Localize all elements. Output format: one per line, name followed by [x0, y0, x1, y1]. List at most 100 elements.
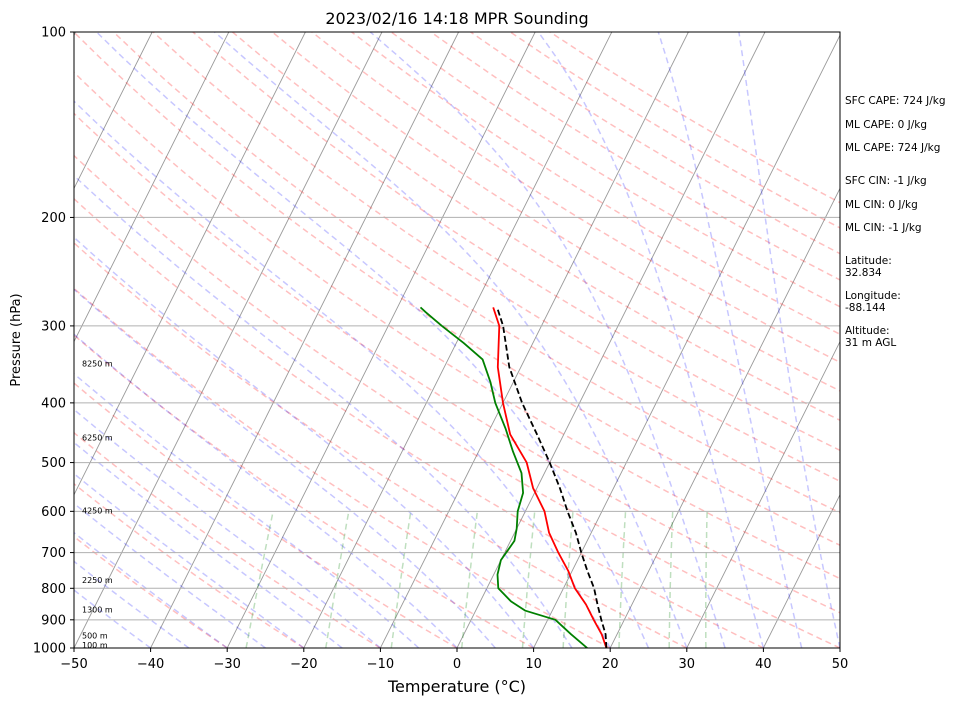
moist-adiabat-line	[74, 174, 573, 648]
traces	[419, 306, 608, 648]
height-label: 1300 m	[82, 606, 113, 615]
background-reference-lines	[74, 32, 840, 648]
moist-adiabat-line	[214, 32, 688, 648]
x-tick-label: −10	[367, 657, 394, 672]
info-line: Latitude: 32.834	[845, 255, 892, 279]
x-axis-label: Temperature (°C)	[387, 677, 526, 696]
dry-adiabat-line	[74, 287, 611, 648]
y-tick-label: 300	[41, 319, 66, 334]
y-tick-label: 900	[41, 613, 66, 628]
isotherm-line	[74, 32, 153, 190]
isotherm-line	[456, 32, 766, 648]
moist-adiabat-line	[74, 236, 535, 648]
info-line: ML CAPE: 0 J/kg	[845, 119, 928, 131]
moist-adiabat-line	[74, 288, 496, 648]
dry-adiabat-line	[74, 32, 840, 547]
height-label: 2250 m	[82, 576, 113, 585]
mixing-ratio-line	[705, 511, 708, 648]
dry-adiabat-line	[74, 241, 688, 648]
height-label: 6250 m	[82, 433, 113, 442]
dry-adiabat-line	[112, 32, 840, 514]
moist-adiabat-line	[74, 502, 266, 648]
x-tick-label: 30	[679, 657, 696, 672]
plot-frame	[73, 31, 841, 649]
isotherm-line	[762, 493, 840, 648]
x-tick-label: 50	[832, 657, 849, 672]
dry-adiabat-line	[351, 32, 840, 336]
y-tick-label: 600	[41, 505, 66, 520]
y-axis-label: Pressure (hPa)	[9, 293, 24, 386]
mixing-ratio-line	[245, 511, 274, 648]
dry-adiabat-line	[74, 334, 534, 648]
moist-adiabat-line	[74, 560, 190, 648]
y-tick-label: 400	[41, 396, 66, 411]
height-label: 100 m	[82, 641, 108, 650]
isotherm-line	[74, 32, 383, 648]
dry-adiabat-line	[390, 32, 840, 308]
x-tick-label: 10	[525, 657, 542, 672]
y-tick-label: 500	[41, 456, 66, 471]
moist-adiabat-line	[738, 32, 840, 648]
isotherm-line	[379, 32, 689, 648]
y-tick-label: 800	[41, 582, 66, 597]
moist-adiabat-line	[74, 441, 343, 648]
isotherm-line	[74, 32, 230, 343]
info-line: Longitude: -88.144	[845, 290, 901, 314]
isotherm-line	[74, 32, 306, 496]
y-tick-label: 100	[41, 26, 66, 41]
mixing-ratio-line	[668, 511, 674, 648]
dry-adiabat-line	[74, 71, 840, 580]
dry-adiabat-line	[74, 154, 840, 648]
moist-adiabat-line	[657, 32, 803, 648]
moist-adiabat-line	[74, 408, 381, 648]
moist-adiabat-line	[537, 32, 765, 648]
info-line: SFC CIN: -1 J/kg	[845, 175, 927, 187]
chart-title: 2023/02/16 14:18 MPR Sounding	[325, 9, 588, 28]
y-tick-label: 700	[41, 546, 66, 561]
dry-adiabat-line	[74, 535, 228, 648]
info-line: ML CAPE: 724 J/kg	[845, 142, 941, 154]
isotherm-line	[686, 340, 840, 648]
x-tick-label: 40	[755, 657, 772, 672]
mixing-ratio-line	[618, 511, 627, 648]
y-tick-label: 200	[41, 211, 66, 226]
height-label: 8250 m	[82, 359, 113, 368]
temperature-trace	[492, 307, 608, 648]
isotherm-line	[150, 32, 460, 648]
dewpoint-trace	[419, 306, 588, 648]
isotherm-line	[533, 34, 840, 648]
moist-adiabat-line	[74, 333, 458, 648]
x-tick-label: −40	[137, 657, 164, 672]
height-label: 500 m	[82, 632, 108, 641]
info-line: SFC CAPE: 724 J/kg	[845, 95, 946, 107]
moist-adiabat-line	[74, 531, 228, 648]
x-axis: −50 −40 −30 −20 −10 0 10 20 30 40 50	[60, 648, 848, 672]
x-tick-label: 0	[453, 657, 461, 672]
moist-adiabat-line	[74, 589, 152, 648]
dry-adiabat-line	[74, 382, 458, 648]
dry-adiabat-line	[74, 112, 840, 614]
dry-adiabat-line	[74, 431, 381, 648]
moist-adiabat-line	[74, 100, 611, 648]
isotherm-line	[609, 187, 840, 648]
grid	[74, 216, 840, 621]
info-line: ML CIN: 0 J/kg	[845, 199, 918, 211]
moist-adiabat-line	[95, 32, 650, 648]
y-axis: 100 200 300 400 500 600 700 800 900 1000	[33, 26, 74, 657]
isotherm-line	[303, 32, 613, 648]
y-tick-label: 1000	[33, 642, 66, 657]
x-tick-label: 20	[602, 657, 619, 672]
dry-adiabat-line	[74, 482, 305, 648]
info-line: ML CIN: -1 J/kg	[845, 222, 922, 234]
x-tick-label: −30	[213, 657, 240, 672]
mixing-ratio-line	[390, 511, 412, 648]
x-tick-label: −50	[60, 657, 87, 672]
x-tick-label: −20	[290, 657, 317, 672]
parcel-trace	[496, 307, 608, 648]
height-label: 4250 m	[82, 506, 113, 515]
moist-adiabat-line	[369, 32, 726, 648]
info-line: Altitude: 31 m AGL	[845, 325, 897, 349]
dry-adiabat-line	[271, 32, 840, 392]
